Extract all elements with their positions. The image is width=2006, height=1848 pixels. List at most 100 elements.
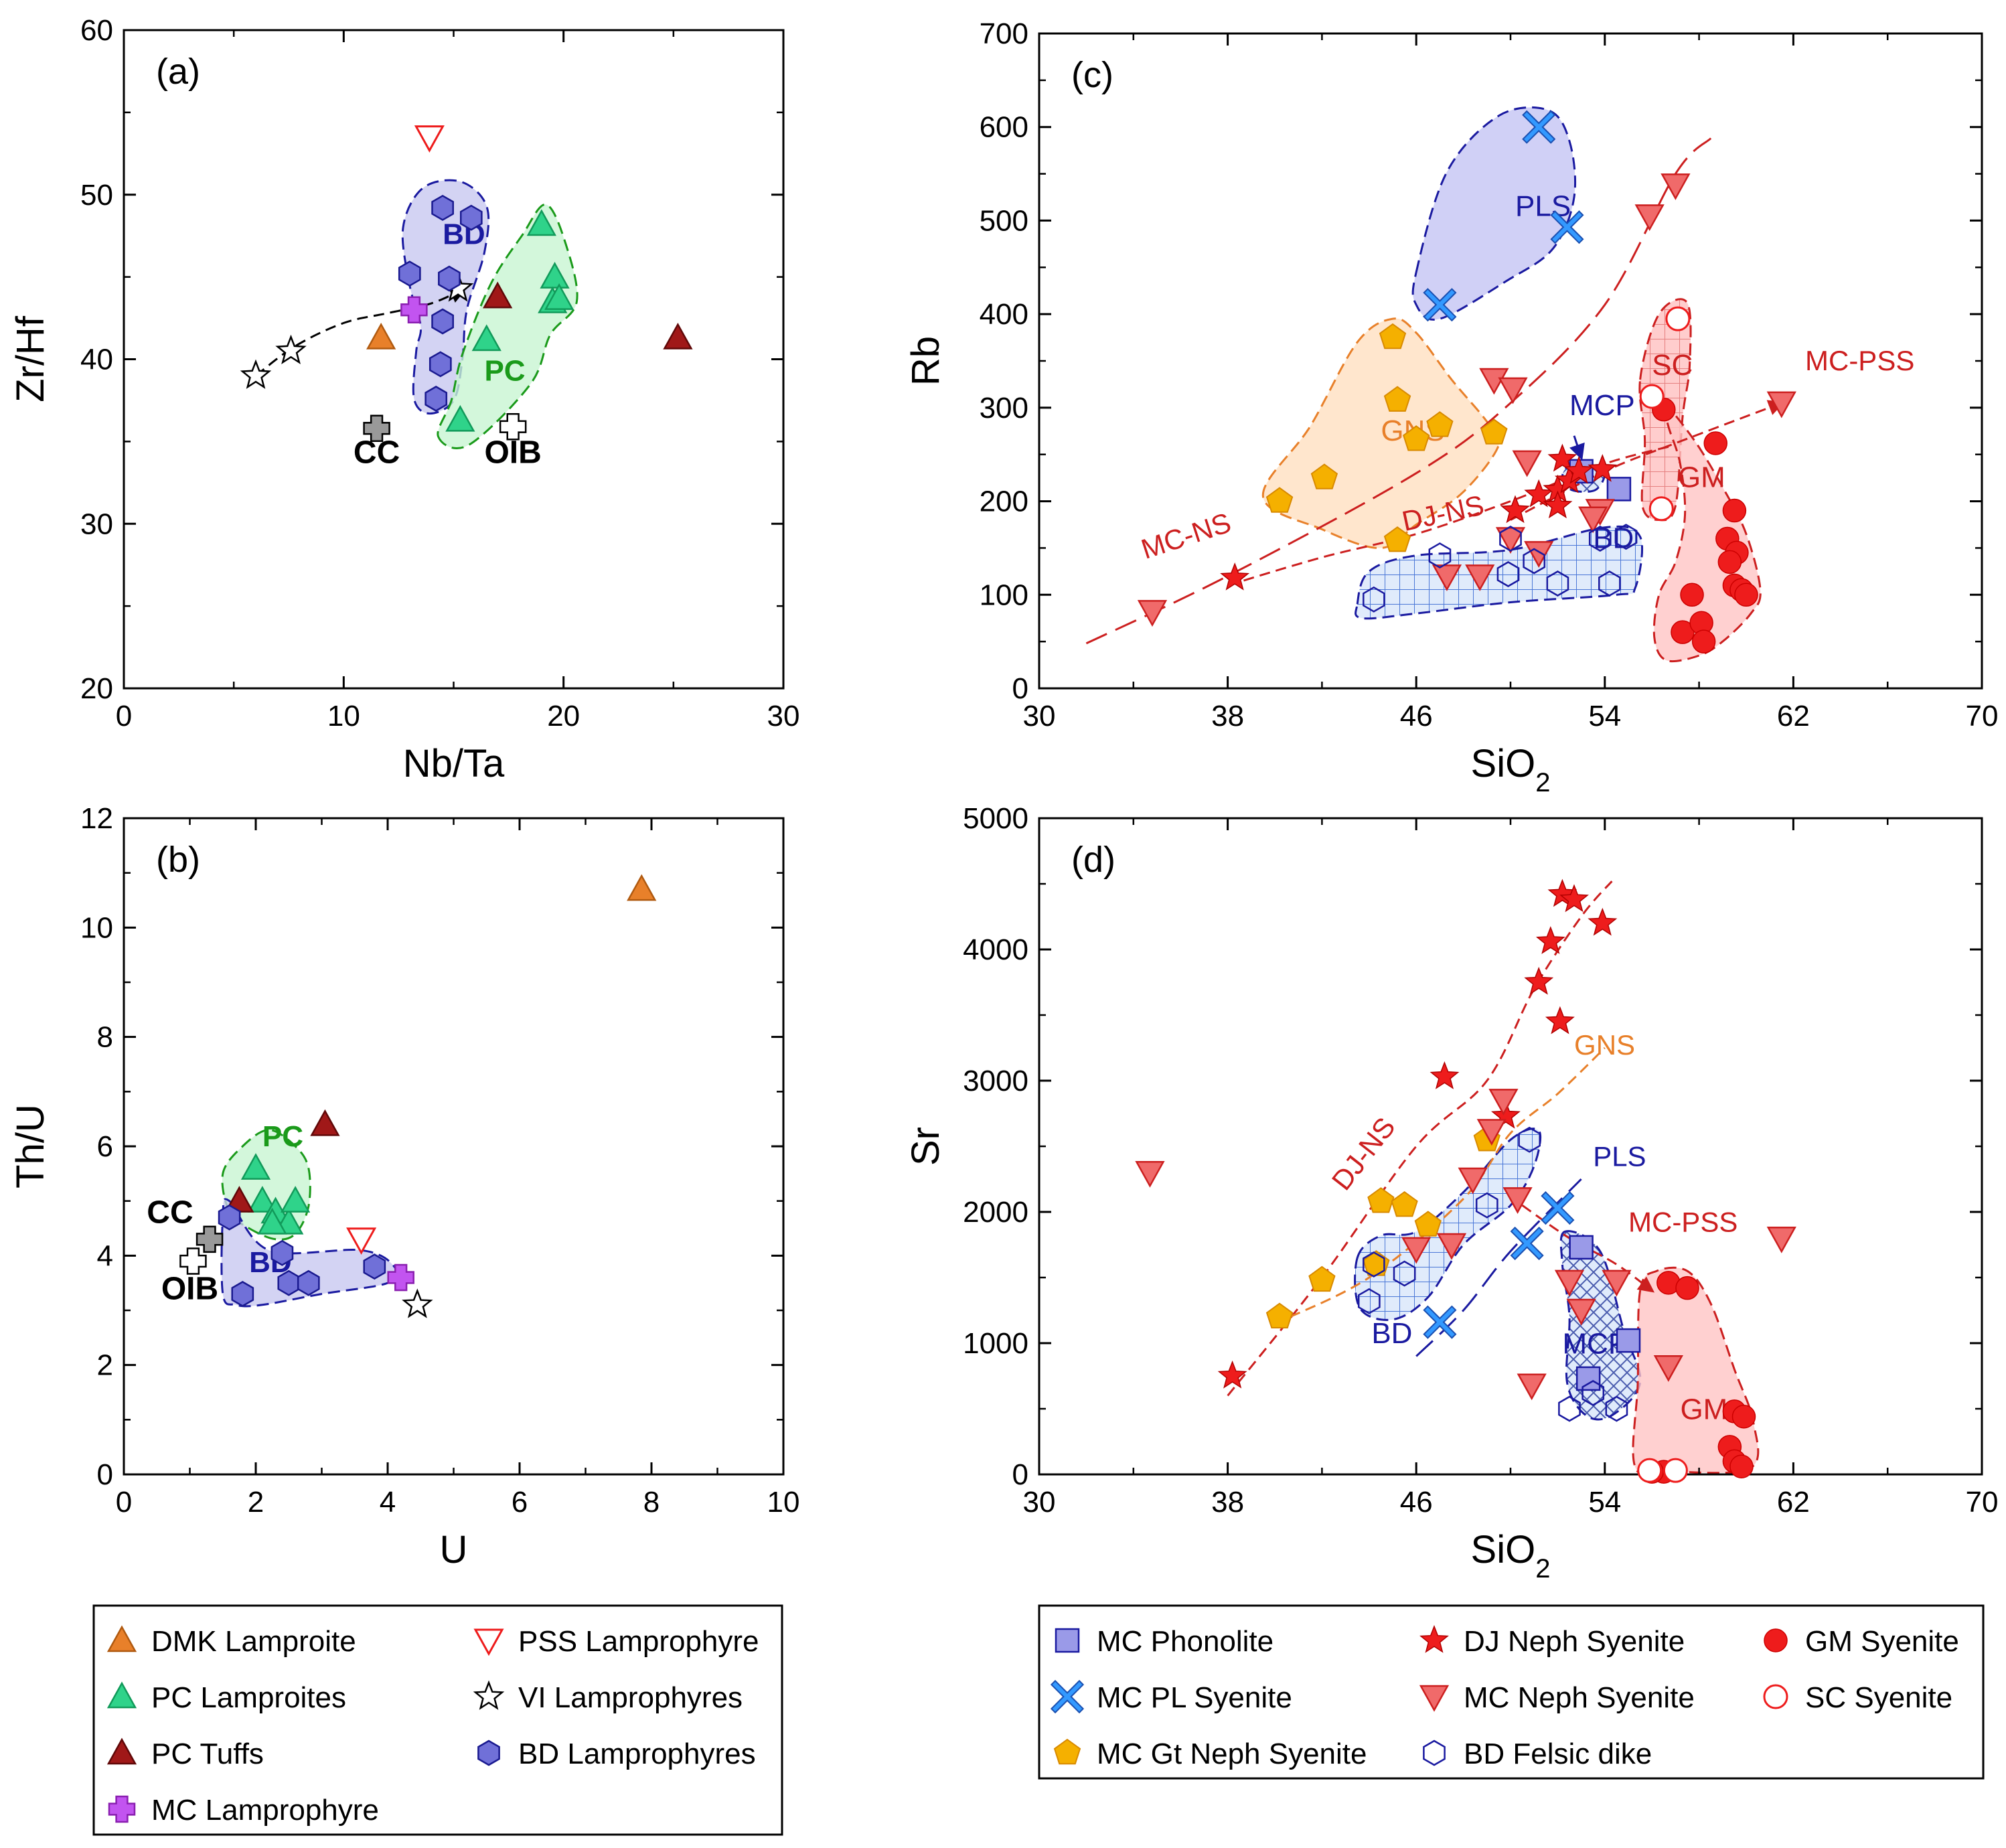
series-cc [363,414,390,442]
data-point [1524,541,1554,568]
data-point [431,308,454,335]
region-gm [1632,1266,1760,1477]
series-dmk-lamproite [627,874,657,901]
data-point [1500,495,1530,524]
data-point [1512,450,1542,477]
data-point [398,260,421,287]
data-point [1665,306,1691,331]
data-point [1547,443,1577,472]
legend-marker [477,1740,500,1766]
data-point [179,1247,207,1275]
data-point [1391,1190,1418,1217]
series-bd-felsic-dike [1357,1126,1628,1422]
series-pss-lamprophyre [414,125,445,153]
data-point [271,1239,294,1266]
legend-item-pc-lamproites: PC Lamproites [106,1681,346,1714]
region-bd [1354,1128,1542,1321]
data-point [1588,454,1618,482]
legend-label: VI Lamprophyres [518,1681,743,1714]
legend-marker [1763,1684,1788,1709]
y-tick-label: 700 [980,17,1028,50]
plot-frame [123,817,785,1476]
data-point [1717,550,1742,574]
data-point [1535,926,1565,954]
legend-item-sc-syenite: SC Syenite [1763,1681,1952,1714]
series-mc-neph-syenite [1135,1089,1796,1401]
legend-item-mc-phonolite: MC Phonolite [1055,1625,1274,1658]
y-axis-label: Zr/Hf [9,315,52,402]
data-point [1383,526,1411,552]
data-point [1602,1269,1632,1297]
data-point [1518,1126,1541,1153]
x-axis-label: U [440,1528,468,1571]
data-point [1517,1373,1547,1401]
data-point [363,1253,386,1280]
legend-label: MC Gt Neph Syenite [1097,1738,1367,1770]
region-label-gm: GM [1678,461,1725,494]
data-point [1428,542,1452,569]
series-mc-pl-syenite [1423,110,1584,322]
series-mc-gt-neph-syenite [1265,323,1508,552]
series-sc-syenite [1639,306,1691,522]
legend-label: MC Phonolite [1097,1625,1274,1658]
data-point [400,296,428,324]
legend-frame [1038,1604,1985,1780]
legend-marker [106,1681,137,1709]
y-tick-label: 10 [80,911,113,944]
legend-marker [1419,1624,1449,1653]
series-dj-neph-syenite [1217,878,1618,1389]
annotation-oib: OIB [161,1272,218,1307]
y-tick-label: 1000 [963,1327,1028,1360]
y-axis-label: Rb [904,336,947,386]
data-point [1637,1458,1663,1483]
data-point [1432,564,1462,591]
x-tick-label: 54 [1588,700,1621,733]
trend-line-dj-ns [1227,880,1613,1397]
legend-label: PSS Lamprophyre [518,1625,759,1658]
y-tick-label: 30 [80,508,113,540]
data-point [1550,210,1584,244]
legend-marker [1055,1628,1080,1653]
x-tick-label: 30 [1023,1486,1056,1519]
x-tick-label: 54 [1588,1486,1621,1519]
x-tick-label: 70 [1966,700,1999,733]
data-point [471,324,502,352]
data-point [1436,1233,1467,1260]
data-point [1671,620,1695,644]
y-tick-label: 6 [97,1130,113,1163]
data-point [218,1204,241,1231]
data-point [1734,583,1758,607]
legend-item-mc-gt-neph-syenite: MC Gt Neph Syenite [1053,1738,1367,1770]
y-tick-label: 12 [80,802,113,835]
x-tick-label: 70 [1966,1486,1999,1519]
data-point [240,1153,271,1180]
data-point [1475,1192,1498,1219]
data-point [1541,1191,1575,1225]
line-label-mc-ns: MC-NS [1138,507,1235,565]
data-point [1423,1305,1457,1339]
data-point [1363,1251,1385,1278]
panel-label: (a) [156,52,200,92]
data-point [1559,884,1589,913]
series-pss-lamprophyre [346,1227,377,1255]
data-point [526,209,556,236]
y-tick-label: 300 [980,392,1028,425]
x-axis-label: SiO2 [1471,1528,1551,1584]
legend-left: DMK Lamproite PSS Lamprophyre PC Lamproite… [92,1604,783,1836]
y-tick-label: 200 [980,485,1028,518]
series-mc-pl-syenite [1423,1191,1575,1339]
y-tick-label: 600 [980,111,1028,144]
series-gm-syenite [1652,397,1758,653]
y-tick-label: 400 [980,298,1028,331]
y-tick-label: 3000 [963,1065,1028,1097]
y-tick-label: 8 [97,1021,113,1054]
data-point [544,283,574,310]
x-tick-label: 62 [1777,1486,1810,1519]
region-label-gm: GM [1680,1393,1727,1426]
x-tick-label: 30 [767,700,800,733]
data-point [1606,477,1632,502]
x-tick-label: 8 [643,1486,660,1519]
x-axis-label: SiO2 [1471,742,1551,797]
y-axis-label: Sr [904,1127,947,1166]
x-tick-label: 46 [1400,700,1433,733]
